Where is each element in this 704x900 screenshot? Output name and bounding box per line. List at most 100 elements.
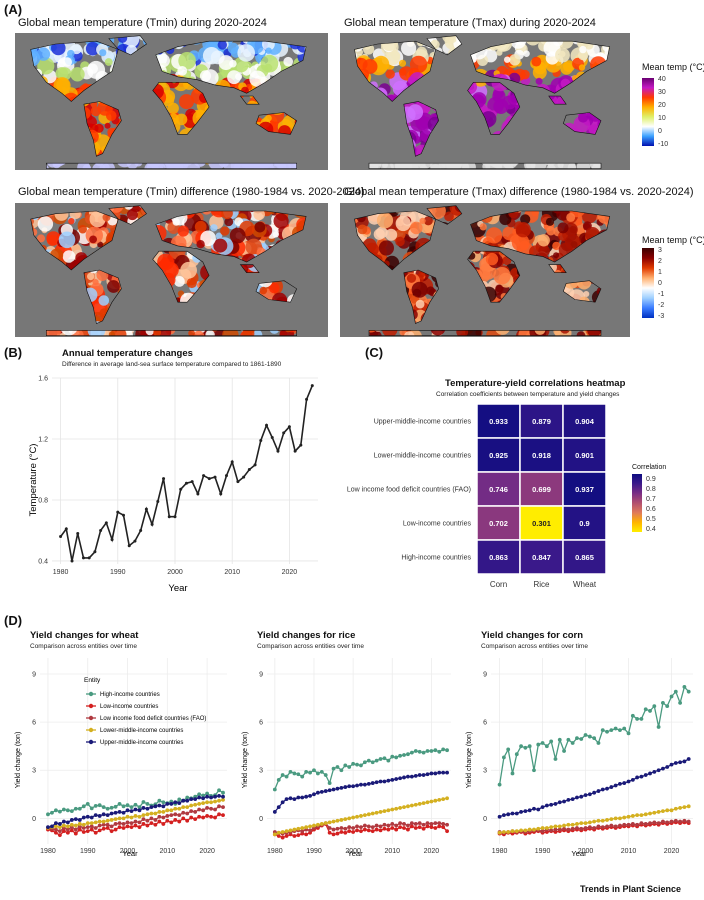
map-color-patch <box>60 289 70 298</box>
series-point <box>69 809 74 814</box>
map-color-patch <box>35 91 46 102</box>
map-color-patch <box>596 286 606 296</box>
map-color-patch <box>621 123 627 129</box>
map-color-patch <box>516 103 534 121</box>
map-color-patch <box>280 269 293 282</box>
map-color-patch <box>276 308 284 317</box>
map-color-patch <box>607 316 610 329</box>
map-color-patch <box>602 87 610 104</box>
map-color-patch <box>59 278 73 292</box>
map-color-patch <box>311 239 317 245</box>
heatmap-value-label: 0.9 <box>579 519 589 528</box>
x-axis-label: Year <box>168 583 187 594</box>
series-point <box>117 821 122 826</box>
map-color-patch <box>310 269 322 281</box>
map-color-patch <box>233 269 240 276</box>
series-point <box>673 761 678 765</box>
map-color-patch <box>201 127 216 142</box>
map-color-patch <box>162 134 177 150</box>
continent-outline <box>155 210 307 263</box>
series-point <box>613 816 618 821</box>
series-point <box>386 808 391 813</box>
series-point <box>129 815 134 820</box>
map-color-patch <box>340 294 346 301</box>
series-point <box>587 734 592 739</box>
heatmap-cell <box>562 505 607 541</box>
map-color-patch <box>161 124 170 132</box>
map-color-patch <box>180 261 198 279</box>
series-point <box>570 822 575 827</box>
heatmap-cell <box>476 539 521 575</box>
map-color-patch <box>540 274 556 290</box>
map-color-patch <box>340 146 352 160</box>
series-point <box>169 813 174 818</box>
map-color-patch <box>472 288 486 303</box>
map-color-patch <box>547 113 559 125</box>
map-color-patch <box>475 152 482 159</box>
map-color-patch <box>376 212 394 229</box>
x-tick-label: 2020 <box>282 569 298 576</box>
map-color-patch <box>69 208 81 220</box>
map-color-patch <box>243 205 252 210</box>
map-color-patch <box>128 231 143 246</box>
map-color-patch <box>258 121 274 137</box>
series-point <box>213 794 217 799</box>
map-color-patch <box>172 37 185 50</box>
series-point <box>386 778 391 783</box>
data-point <box>276 449 280 453</box>
map-color-patch <box>372 104 387 120</box>
map-color-patch <box>384 276 395 288</box>
map-color-patch <box>545 286 556 297</box>
map-color-patch <box>541 121 549 130</box>
map-color-patch <box>16 213 25 222</box>
map-color-patch <box>32 206 41 215</box>
series-point <box>50 824 54 829</box>
map-color-patch <box>252 106 259 113</box>
map-color-patch <box>320 241 328 254</box>
map-color-patch <box>381 275 395 288</box>
map-color-patch <box>15 149 30 165</box>
map-color-patch <box>461 151 474 164</box>
map-color-patch <box>560 62 573 75</box>
legend-diff-tick: -2 <box>658 302 664 309</box>
map-color-patch <box>340 113 351 130</box>
map-color-patch <box>340 139 351 155</box>
map-color-patch <box>53 104 61 112</box>
map-color-patch <box>15 42 18 49</box>
map-color-patch <box>415 299 425 309</box>
map-color-patch <box>245 205 255 211</box>
series-point <box>669 694 674 699</box>
series-point <box>600 728 605 733</box>
series-point <box>523 828 528 833</box>
map-color-patch <box>218 120 228 130</box>
series-point <box>93 803 98 808</box>
map-color-patch <box>501 312 518 329</box>
map-color-patch <box>581 207 598 224</box>
legend-key-dot <box>88 703 94 709</box>
map-color-patch <box>365 105 373 114</box>
map-color-patch <box>398 59 407 67</box>
map-color-patch <box>18 213 25 220</box>
map-color-patch <box>109 63 123 77</box>
series-point <box>125 824 130 829</box>
series-point <box>370 781 375 785</box>
map-color-patch <box>618 310 630 328</box>
map-color-patch <box>419 165 428 169</box>
map-color-patch <box>35 310 42 318</box>
map-color-patch <box>308 242 315 249</box>
map-color-patch <box>66 121 83 138</box>
map-color-patch <box>436 94 449 106</box>
series-point <box>501 813 506 818</box>
map-color-patch <box>419 217 426 224</box>
series-point <box>402 753 406 757</box>
series-point <box>217 798 221 803</box>
map-color-patch <box>61 147 75 162</box>
series-point <box>445 829 449 834</box>
map-color-patch <box>316 33 323 37</box>
map-color-patch <box>360 138 378 155</box>
map-color-patch <box>238 119 251 131</box>
map-color-patch <box>175 113 188 126</box>
map-color-patch <box>47 269 57 280</box>
series-point <box>185 818 190 823</box>
map-color-patch <box>530 146 539 155</box>
